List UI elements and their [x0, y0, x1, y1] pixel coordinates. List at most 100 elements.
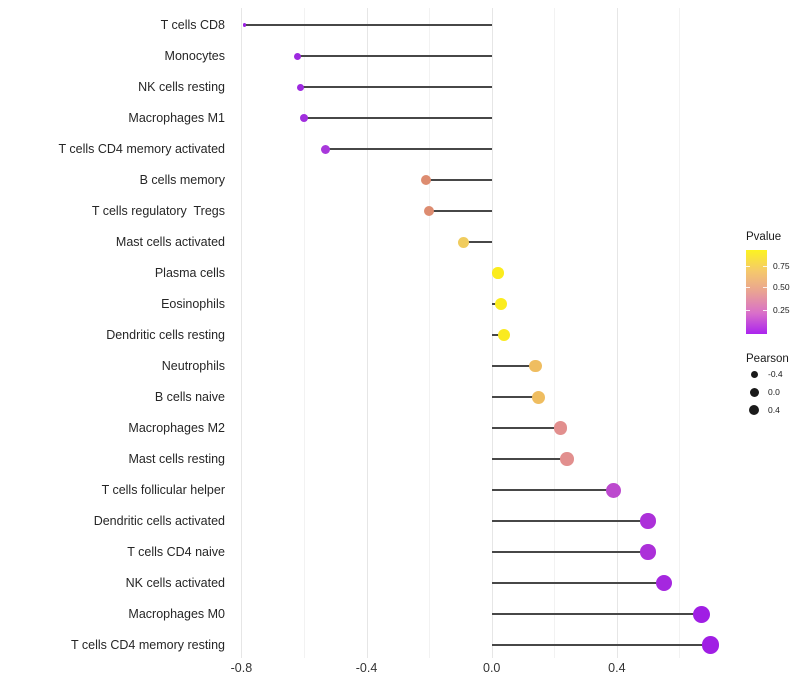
colorbar-tick-mark	[746, 310, 750, 312]
lollipop-stem	[491, 551, 649, 553]
lollipop-stem	[429, 210, 492, 212]
lollipop-dot	[529, 359, 542, 373]
lollipop-stem	[491, 520, 649, 522]
grid-line-major	[366, 8, 368, 658]
lollipop-stem	[491, 613, 702, 615]
y-axis-label: Dendritic cells resting	[106, 328, 225, 342]
chart-panel	[232, 8, 742, 658]
pearson-legend-item: 0.4	[746, 401, 800, 419]
y-axis-label: Mast cells activated	[115, 235, 225, 249]
pearson-size-label: 0.0	[768, 387, 780, 397]
grid-line-minor	[679, 8, 681, 658]
colorbar-tick-mark	[763, 265, 767, 267]
y-axis-label: NK cells activated	[125, 576, 225, 590]
y-axis-label: Monocytes	[164, 49, 225, 63]
y-axis-label: B cells naive	[154, 390, 225, 404]
colorbar-tick-label: 0.50	[773, 281, 790, 292]
lollipop-dot	[692, 605, 710, 623]
y-axis-label: Plasma cells	[154, 266, 225, 280]
y-axis-label: NK cells resting	[138, 80, 225, 94]
lollipop-dot	[294, 52, 302, 60]
lollipop-dot	[640, 513, 656, 529]
colorbar-tick-mark	[763, 310, 767, 312]
lollipop-dot	[242, 23, 247, 27]
lollipop-dot	[606, 482, 622, 498]
pearson-size-label: -0.4	[768, 369, 783, 379]
lollipop-dot	[299, 114, 308, 122]
y-axis-label: Mast cells resting	[128, 452, 225, 466]
colorbar-tick-mark	[763, 286, 767, 288]
lollipop-dot	[495, 298, 508, 310]
lollipop-dot	[458, 236, 470, 248]
lollipop-stem	[491, 582, 664, 584]
y-axis-labels: T cells CD8 Monocytes NK cells resting Macr…	[0, 0, 226, 700]
x-axis-tick-label: -0.4	[355, 661, 378, 675]
y-axis-label: Dendritic cells activated	[93, 514, 225, 528]
grid-line-major	[491, 8, 493, 658]
lollipop-stem	[491, 644, 711, 646]
y-axis-label: Macrophages M2	[128, 421, 225, 435]
colorbar-tick-mark	[746, 265, 750, 267]
y-axis-label: T cells CD4 naive	[127, 545, 225, 559]
pearson-legend-item: -0.4	[746, 365, 800, 383]
lollipop-dot	[655, 575, 672, 591]
pearson-legend-title: Pearson	[746, 353, 789, 365]
lollipop-dot	[701, 636, 720, 654]
lollipop-stem	[491, 334, 505, 336]
pearson-size-dot	[748, 404, 760, 416]
pvalue-colorbar-wrap: 0.75 0.50 0.25	[746, 250, 790, 334]
colorbar-tick-label: 0.75	[773, 260, 790, 271]
x-axis-tick-label: -0.8	[230, 661, 253, 675]
pearson-size-dot	[750, 370, 758, 378]
legend: Pvalue 0.75 0.50 0.25 Pearson -0.4 0.0 0.4	[746, 231, 800, 419]
pearson-size-label: 0.4	[768, 405, 780, 415]
lollipop-dot	[560, 452, 574, 466]
lollipop-stem	[491, 427, 561, 429]
y-axis-label: Macrophages M0	[128, 607, 225, 621]
grid-line-major	[616, 8, 618, 658]
grid-line-minor	[303, 8, 305, 658]
pearson-legend-item: 0.0	[746, 383, 800, 401]
grid-line-major	[241, 8, 243, 658]
y-axis-label: T cells CD4 memory activated	[58, 142, 226, 156]
lollipop-stem	[491, 489, 614, 491]
lollipop-stem	[491, 458, 567, 460]
lollipop-stem	[244, 24, 492, 26]
grid-line-minor	[554, 8, 556, 658]
pvalue-legend-title: Pvalue	[746, 231, 782, 243]
lollipop-stem	[425, 179, 492, 181]
y-axis-label: Neutrophils	[161, 359, 225, 373]
pvalue-legend: Pvalue 0.75 0.50 0.25	[746, 231, 800, 334]
lollipop-dot	[532, 390, 546, 404]
pearson-legend: Pearson -0.4 0.0 0.4	[746, 353, 800, 419]
lollipop-stem	[297, 55, 492, 57]
lollipop-dot	[424, 206, 435, 216]
pearson-dot-column	[746, 370, 762, 378]
y-axis-label: T cells follicular helper	[101, 483, 225, 497]
lollipop-stem	[300, 86, 492, 88]
y-axis-label: T cells CD8	[160, 18, 225, 32]
pvalue-colorbar	[746, 250, 767, 334]
lollipop-dot	[297, 83, 305, 91]
lollipop-dot	[321, 144, 331, 154]
pearson-size-dot	[749, 387, 759, 397]
y-axis-label: B cells memory	[139, 173, 225, 187]
lollipop-dot	[498, 329, 511, 341]
lollipop-stem	[491, 396, 539, 398]
grid-line-minor	[429, 8, 431, 658]
pearson-dot-column	[746, 404, 762, 416]
colorbar-tick-label: 0.25	[773, 305, 790, 316]
lollipop-dot	[492, 267, 504, 279]
y-axis-label: Macrophages M1	[128, 111, 225, 125]
lollipop-stem	[463, 241, 492, 243]
x-axis-tick-label: 0.0	[482, 661, 501, 675]
colorbar-tick-mark	[746, 286, 750, 288]
y-axis-label: Eosinophils	[161, 297, 225, 311]
pearson-legend-items: -0.4 0.0 0.4	[746, 365, 800, 419]
lollipop-stem	[325, 148, 492, 150]
lollipop-stem	[303, 117, 492, 119]
pearson-dot-column	[746, 387, 762, 397]
y-axis-label: T cells regulatory Tregs	[91, 204, 225, 218]
lollipop-dot	[640, 544, 656, 560]
